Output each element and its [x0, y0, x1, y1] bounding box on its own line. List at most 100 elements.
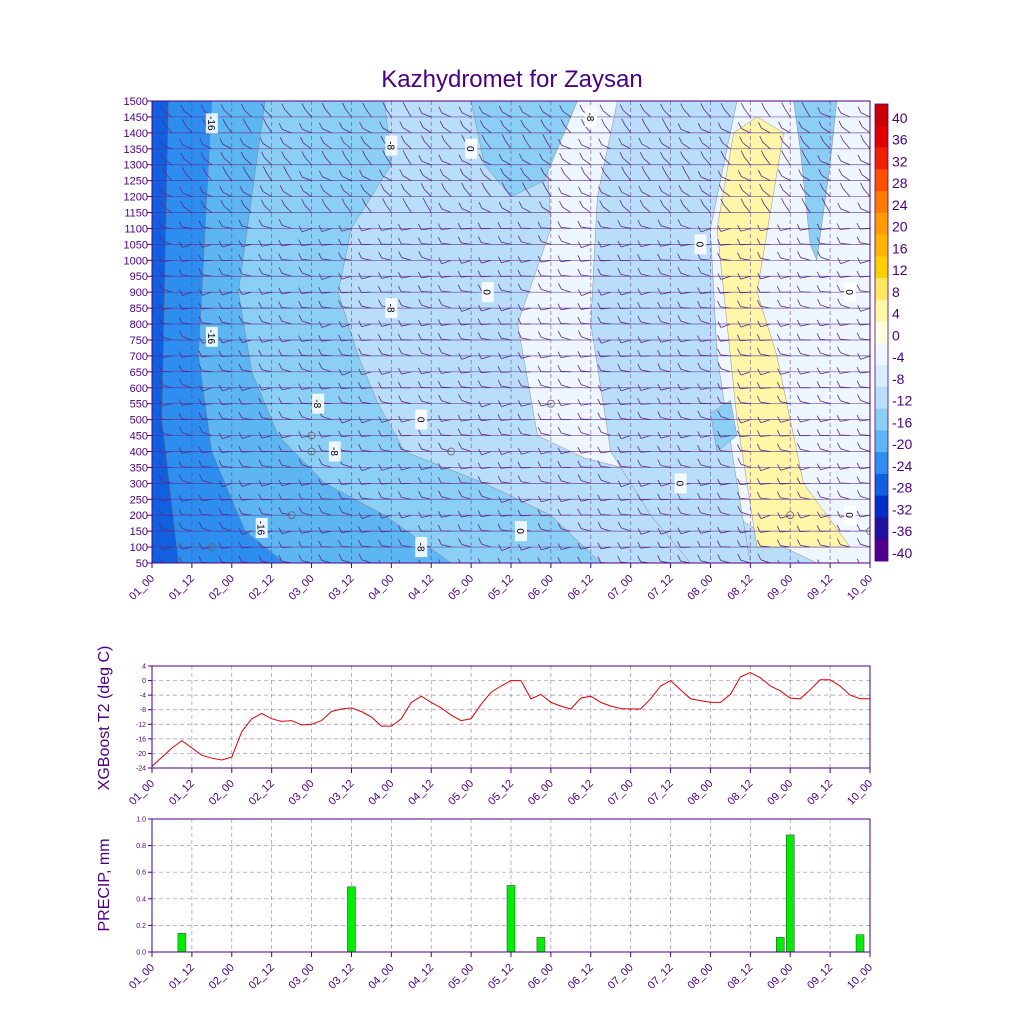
wind-barb [284, 157, 292, 166]
wind-barb-flag [617, 350, 622, 357]
wind-barb [683, 157, 691, 166]
wind-barb-flag [617, 220, 622, 227]
wind-barb [183, 110, 193, 118]
wind-barb-flag [158, 255, 163, 262]
wind-barb-flag [457, 332, 462, 339]
wind-barb-flag [500, 167, 504, 175]
wind-barb-flag [438, 106, 443, 114]
wind-barb-flag [680, 151, 684, 158]
wind-barb-flag [497, 462, 502, 469]
y-tick-label: 1300 [124, 160, 148, 172]
wind-barb-flag [816, 525, 821, 532]
wind-barb-flag [737, 272, 742, 280]
wind-barb [503, 173, 512, 181]
wind-barb-flag [819, 135, 824, 142]
wind-barb-flag [418, 442, 422, 450]
wind-barb-flag [697, 225, 702, 233]
wind-barb-flag [677, 349, 681, 356]
wind-barb [241, 403, 252, 405]
wind-barb [520, 467, 531, 469]
wind-barb [381, 275, 392, 279]
wind-barb [245, 124, 253, 134]
colorbar-swatch [875, 495, 888, 518]
t2-x-tick-label: 09_00 [765, 778, 795, 808]
wind-barb [663, 109, 671, 118]
wind-barb-flag [258, 397, 263, 405]
wind-barb [782, 189, 791, 197]
contour-label: -16 [255, 517, 268, 538]
wind-barb [620, 273, 631, 277]
wind-barb-flag [739, 184, 743, 191]
wind-barb-flag [617, 521, 622, 529]
wind-barb-flag [198, 289, 203, 296]
calm-circle [866, 527, 870, 536]
wind-barb [720, 498, 731, 500]
wind-barb [800, 496, 811, 500]
wind-barb-flag [359, 121, 363, 129]
wind-barb [241, 273, 252, 277]
wind-barb-flag [520, 167, 524, 175]
wind-barb-flag [398, 511, 403, 519]
wind-barb [820, 544, 831, 548]
wind-barb-flag [318, 300, 322, 308]
wind-barb-flag [438, 559, 441, 563]
wind-barb [700, 416, 711, 421]
wind-barb [802, 189, 811, 197]
wind-barb-flag [637, 411, 642, 419]
wind-barb [540, 227, 551, 229]
wind-barb [201, 418, 212, 421]
wind-barb-flag [720, 102, 725, 110]
wind-barb-flag [378, 299, 382, 307]
wind-barb-flag [617, 555, 622, 563]
wind-barb-flag [378, 539, 382, 546]
wind-barb [444, 140, 452, 150]
wind-barb-flag [537, 303, 542, 311]
wind-barb-flag [617, 254, 622, 261]
wind-barb-flag [601, 118, 605, 126]
t2-y-tick-label: -4 [140, 693, 146, 700]
wind-barb [760, 323, 771, 328]
wind-barb [390, 101, 392, 102]
wind-barb [225, 124, 233, 134]
wind-barb [620, 546, 631, 549]
wind-barb [720, 354, 731, 357]
wind-barb-flag [537, 461, 542, 468]
wind-barb-flag [657, 493, 661, 500]
wind-barb-flag [757, 252, 761, 259]
wind-barb [164, 173, 173, 181]
wind-barb-flag [537, 283, 542, 290]
wind-barb-flag [218, 316, 223, 323]
wind-barb-flag [777, 560, 780, 563]
wind-barb [701, 128, 711, 134]
precip-x-tick-label: 09_00 [765, 962, 795, 992]
wind-barb [425, 203, 432, 213]
wind-barb-flag [178, 303, 183, 310]
wind-barb-flag [736, 238, 741, 246]
wind-barb-flag [437, 476, 442, 484]
wind-barb [321, 339, 332, 342]
wind-barb-flag [320, 136, 324, 143]
wind-barb-flag [577, 351, 582, 358]
wind-barb-flag [816, 285, 821, 292]
contour-label-text: -8 [384, 141, 395, 150]
wind-barb [642, 157, 651, 166]
wind-barb-flag [501, 134, 506, 141]
wind-barb [840, 371, 851, 374]
wind-barb-flag [318, 540, 322, 547]
wind-barb-flag [360, 183, 365, 191]
wind-barb-flag [458, 202, 463, 209]
wind-barb-flag [816, 538, 821, 546]
wind-barb [401, 514, 412, 519]
top-x-tick-label: 05_00 [446, 573, 476, 603]
wind-barb-flag [617, 460, 622, 467]
wind-barb-flag [537, 523, 542, 530]
wind-barb-flag [617, 384, 622, 392]
y-tick-label: 250 [130, 494, 148, 506]
wind-barb-flag [417, 477, 422, 484]
colorbar-label: -8 [892, 371, 905, 387]
colorbar-label: 12 [892, 262, 908, 278]
wind-barb-flag [398, 491, 402, 498]
wind-barb [483, 174, 492, 181]
wind-barb [441, 160, 452, 166]
wind-barb-flag [158, 522, 163, 530]
